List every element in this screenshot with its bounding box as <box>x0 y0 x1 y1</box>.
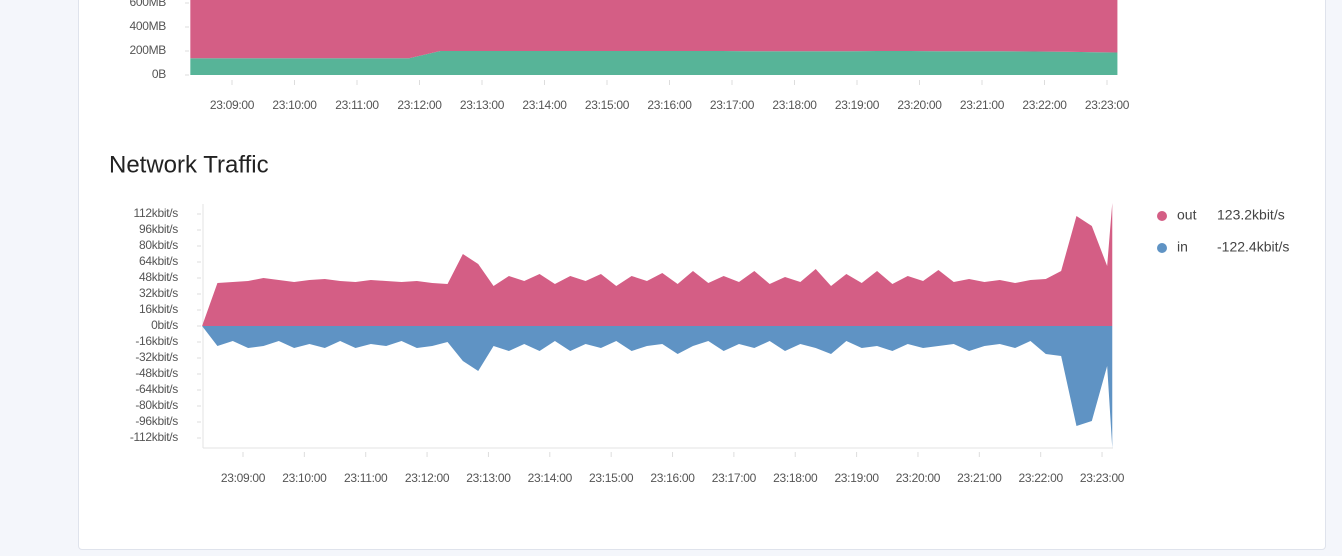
x-tick-label: 23:20:00 <box>897 98 942 112</box>
legend-label: in <box>1177 239 1188 255</box>
y-tick-label: 80kbit/s <box>139 238 178 252</box>
x-tick-label: 23:10:00 <box>282 471 327 485</box>
legend-swatch <box>1157 243 1167 253</box>
x-tick-label: 23:14:00 <box>528 471 573 485</box>
x-tick-label: 23:17:00 <box>712 471 757 485</box>
x-tick-label: 23:23:00 <box>1080 471 1125 485</box>
panel-card <box>78 0 1326 550</box>
x-tick-label: 23:21:00 <box>960 98 1005 112</box>
y-tick-label: 0bit/s <box>151 318 178 332</box>
y-tick-label: 600MB <box>129 0 166 9</box>
x-tick-label: 23:12:00 <box>405 471 450 485</box>
x-tick-label: 23:13:00 <box>466 471 511 485</box>
x-tick-label: 23:20:00 <box>896 471 941 485</box>
y-tick-label: -112kbit/s <box>130 430 178 444</box>
area <box>190 51 1118 75</box>
x-tick-label: 23:12:00 <box>397 98 442 112</box>
x-tick-label: 23:10:00 <box>272 98 317 112</box>
x-tick-label: 23:22:00 <box>1019 471 1064 485</box>
y-tick-label: -96kbit/s <box>135 414 178 428</box>
y-tick-label: 32kbit/s <box>139 286 178 300</box>
x-tick-label: 23:18:00 <box>773 471 818 485</box>
area <box>202 326 1113 448</box>
y-tick-label: 64kbit/s <box>139 254 178 268</box>
x-tick-label: 23:18:00 <box>772 98 817 112</box>
y-tick-label: 16kbit/s <box>139 302 178 316</box>
x-tick-label: 23:13:00 <box>460 98 505 112</box>
y-tick-label: 112kbit/s <box>134 206 179 220</box>
chart-title: Network Traffic <box>109 151 269 178</box>
y-tick-label: 48kbit/s <box>139 270 178 284</box>
x-tick-label: 23:21:00 <box>957 471 1002 485</box>
x-tick-label: 23:22:00 <box>1022 98 1067 112</box>
legend-label: out <box>1177 207 1197 223</box>
x-tick-label: 23:15:00 <box>589 471 634 485</box>
x-tick-label: 23:14:00 <box>522 98 567 112</box>
y-tick-label: -16kbit/s <box>135 334 178 348</box>
y-tick-label: -64kbit/s <box>135 382 178 396</box>
x-tick-label: 23:23:00 <box>1085 98 1130 112</box>
x-tick-label: 23:19:00 <box>834 471 879 485</box>
y-tick-label: 200MB <box>129 43 166 57</box>
y-tick-label: -80kbit/s <box>135 398 178 412</box>
x-tick-label: 23:17:00 <box>710 98 755 112</box>
x-tick-label: 23:11:00 <box>344 471 388 485</box>
y-tick-label: -32kbit/s <box>135 350 178 364</box>
x-tick-label: 23:09:00 <box>221 471 266 485</box>
y-tick-label: 96kbit/s <box>139 222 178 236</box>
y-tick-label: -48kbit/s <box>135 366 178 380</box>
x-tick-label: 23:16:00 <box>647 98 692 112</box>
y-tick-label: 400MB <box>129 19 166 33</box>
x-tick-label: 23:16:00 <box>650 471 695 485</box>
x-tick-label: 23:09:00 <box>210 98 255 112</box>
legend-value: 123.2kbit/s <box>1217 207 1285 223</box>
area <box>190 0 1118 59</box>
x-tick-label: 23:15:00 <box>585 98 630 112</box>
area <box>202 203 1113 326</box>
x-tick-label: 23:19:00 <box>835 98 880 112</box>
legend-swatch <box>1157 211 1167 221</box>
y-tick-label: 0B <box>152 67 166 81</box>
x-tick-label: 23:11:00 <box>335 98 379 112</box>
legend-value: -122.4kbit/s <box>1217 239 1289 255</box>
